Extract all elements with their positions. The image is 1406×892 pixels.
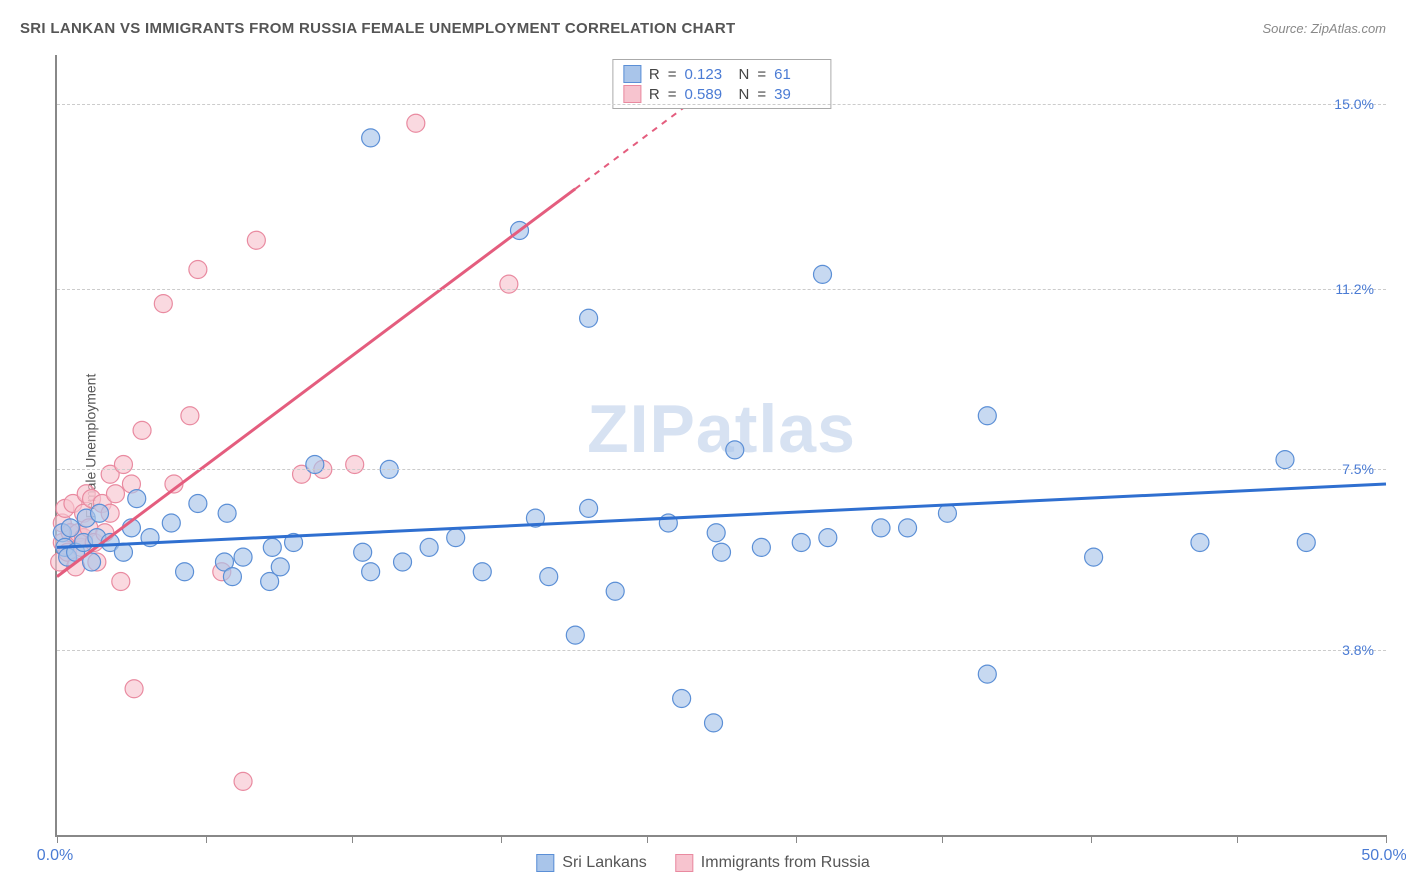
x-tick-label: 0.0%: [37, 847, 73, 865]
x-tick: [942, 835, 943, 843]
legend-eq: =: [757, 66, 766, 83]
chart-title: SRI LANKAN VS IMMIGRANTS FROM RUSSIA FEM…: [20, 20, 736, 37]
legend-label-pink: Immigrants from Russia: [701, 854, 870, 872]
legend-stats-row-blue: R = 0.123 N = 61: [623, 64, 820, 84]
legend-r-value-blue: 0.123: [685, 66, 731, 83]
gridline: [57, 289, 1386, 290]
legend-r-label: R: [649, 86, 660, 103]
chart-svg: [57, 55, 1386, 835]
x-tick: [57, 835, 58, 843]
legend-label-blue: Sri Lankans: [562, 854, 647, 872]
x-tick: [1237, 835, 1238, 843]
legend-item-blue: Sri Lankans: [536, 854, 647, 872]
gridline: [57, 650, 1386, 651]
x-tick: [206, 835, 207, 843]
y-tick-label: 7.5%: [1342, 461, 1374, 477]
legend-n-label: N: [739, 86, 750, 103]
x-tick: [1091, 835, 1092, 843]
legend-n-value-pink: 39: [774, 86, 820, 103]
x-tick: [352, 835, 353, 843]
x-tick-label: 50.0%: [1361, 847, 1406, 865]
chart-header: SRI LANKAN VS IMMIGRANTS FROM RUSSIA FEM…: [20, 20, 1386, 37]
y-tick-label: 15.0%: [1334, 96, 1374, 112]
legend-r-label: R: [649, 66, 660, 83]
legend-bottom: Sri Lankans Immigrants from Russia: [536, 854, 869, 872]
gridline: [57, 469, 1386, 470]
legend-n-value-blue: 61: [774, 66, 820, 83]
x-tick: [647, 835, 648, 843]
gridline: [57, 104, 1386, 105]
legend-r-value-pink: 0.589: [685, 86, 731, 103]
source-attribution: Source: ZipAtlas.com: [1262, 21, 1386, 36]
plot-area: ZIPatlas R = 0.123 N = 61 R = 0.589 N = …: [55, 55, 1386, 837]
legend-stats-row-pink: R = 0.589 N = 39: [623, 84, 820, 104]
legend-eq: =: [757, 86, 766, 103]
legend-swatch-blue: [536, 854, 554, 872]
x-tick: [1386, 835, 1387, 843]
legend-swatch-pink: [675, 854, 693, 872]
legend-stats-box: R = 0.123 N = 61 R = 0.589 N = 39: [612, 59, 831, 109]
y-tick-label: 3.8%: [1342, 642, 1374, 658]
x-tick: [501, 835, 502, 843]
x-tick: [796, 835, 797, 843]
legend-swatch-blue: [623, 65, 641, 83]
legend-eq: =: [668, 86, 677, 103]
legend-item-pink: Immigrants from Russia: [675, 854, 870, 872]
legend-eq: =: [668, 66, 677, 83]
legend-n-label: N: [739, 66, 750, 83]
legend-swatch-pink: [623, 85, 641, 103]
y-tick-label: 11.2%: [1335, 281, 1374, 297]
